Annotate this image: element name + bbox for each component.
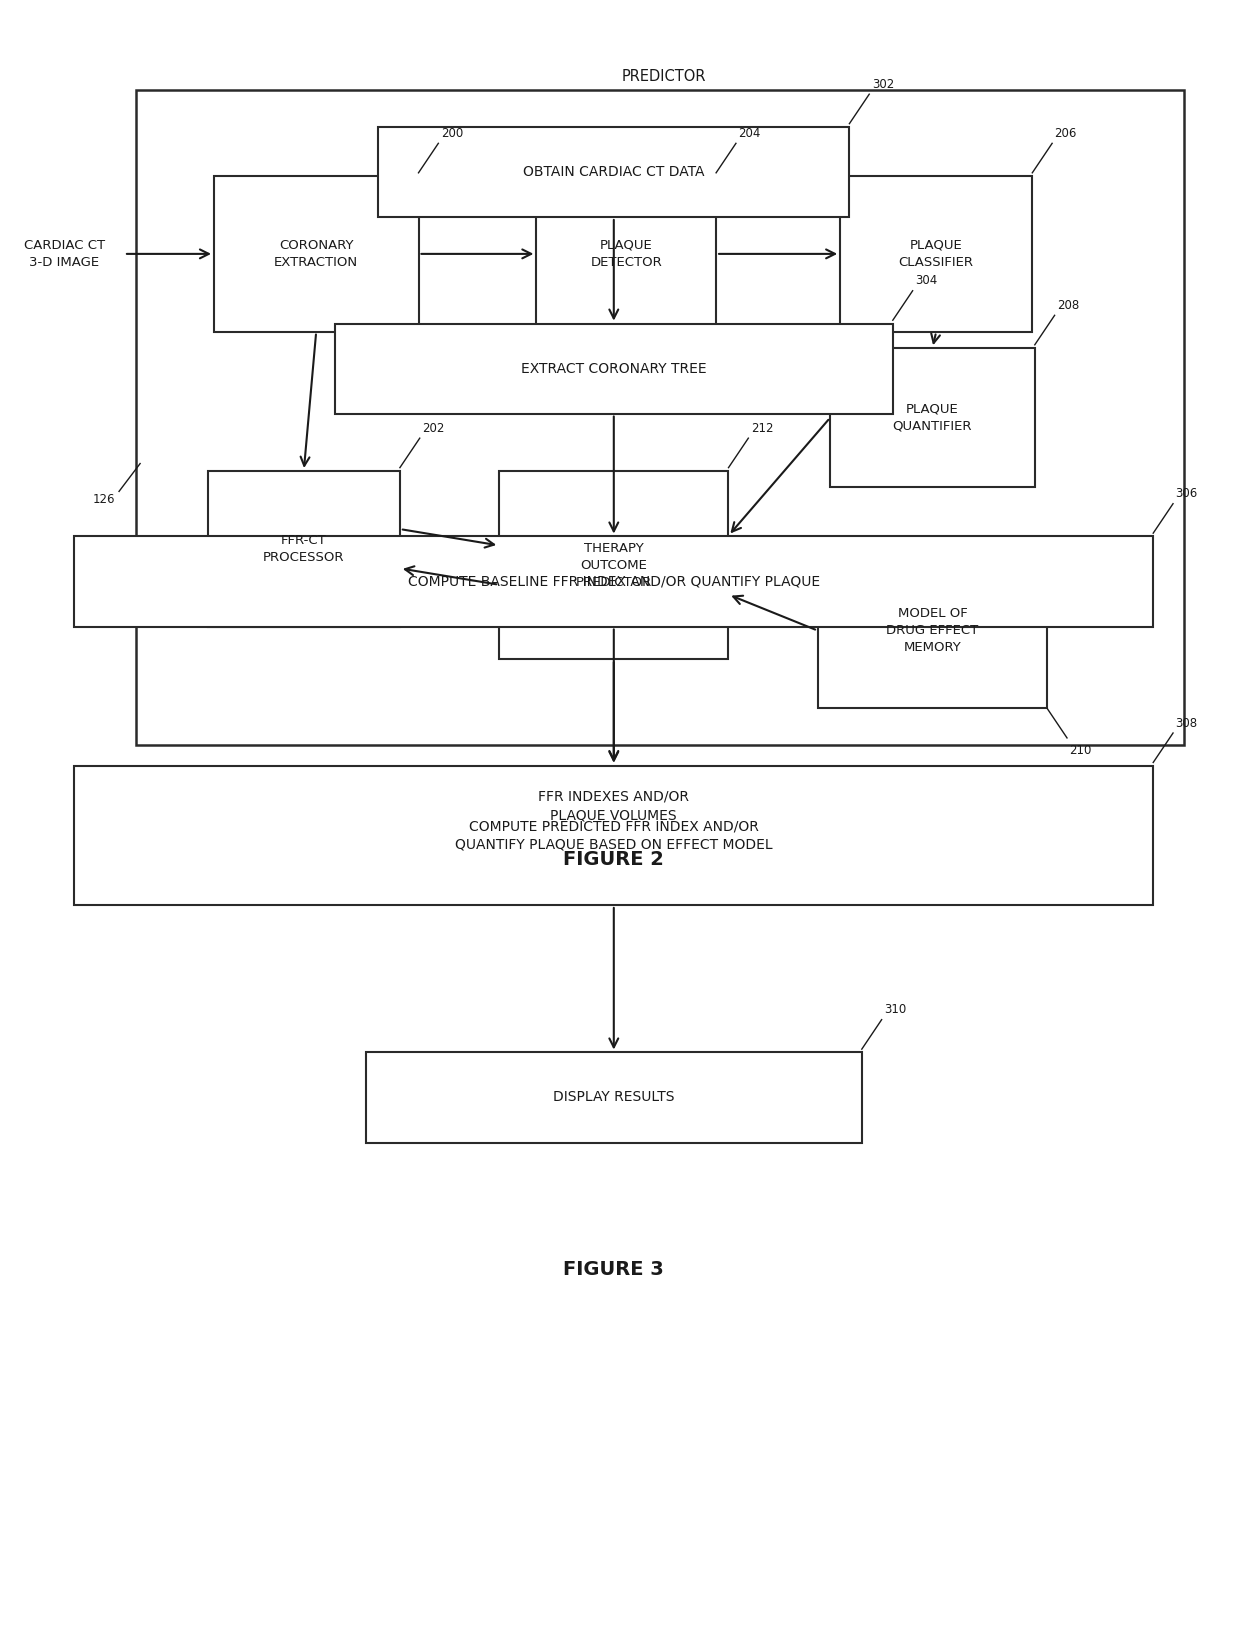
Text: PLAQUE
DETECTOR: PLAQUE DETECTOR	[590, 239, 662, 269]
FancyBboxPatch shape	[207, 472, 399, 626]
Text: CORONARY
EXTRACTION: CORONARY EXTRACTION	[274, 239, 358, 269]
Text: EXTRACT CORONARY TREE: EXTRACT CORONARY TREE	[521, 362, 707, 375]
Text: 126: 126	[93, 493, 115, 506]
FancyBboxPatch shape	[536, 177, 717, 331]
Text: PLAQUE
CLASSIFIER: PLAQUE CLASSIFIER	[899, 239, 973, 269]
Text: 200: 200	[441, 128, 463, 141]
FancyBboxPatch shape	[213, 177, 419, 331]
Text: 302: 302	[872, 79, 894, 90]
Text: 210: 210	[1069, 744, 1092, 757]
Text: CARDIAC CT
3-D IMAGE: CARDIAC CT 3-D IMAGE	[24, 239, 105, 269]
Text: 306: 306	[1176, 488, 1198, 500]
Text: 310: 310	[884, 1004, 906, 1016]
Text: FIGURE 3: FIGURE 3	[563, 1260, 665, 1279]
Text: FFR INDEXES AND/OR
PLAQUE VOLUMES: FFR INDEXES AND/OR PLAQUE VOLUMES	[538, 790, 689, 822]
FancyBboxPatch shape	[498, 472, 728, 658]
Text: 206: 206	[1055, 128, 1078, 141]
FancyBboxPatch shape	[335, 323, 893, 413]
Text: PREDICTOR: PREDICTOR	[621, 69, 706, 85]
FancyBboxPatch shape	[831, 349, 1034, 488]
Text: 304: 304	[915, 275, 937, 288]
Text: 208: 208	[1058, 300, 1079, 311]
Text: COMPUTE PREDICTED FFR INDEX AND/OR
QUANTIFY PLAQUE BASED ON EFFECT MODEL: COMPUTE PREDICTED FFR INDEX AND/OR QUANT…	[455, 819, 773, 852]
FancyBboxPatch shape	[74, 537, 1153, 626]
FancyBboxPatch shape	[818, 554, 1047, 708]
FancyBboxPatch shape	[366, 1053, 862, 1143]
Text: 202: 202	[422, 423, 445, 434]
Text: DISPLAY RESULTS: DISPLAY RESULTS	[553, 1091, 675, 1104]
Text: 212: 212	[751, 423, 774, 434]
FancyBboxPatch shape	[378, 128, 849, 216]
Text: THERAPY
OUTCOME
PREDICTOR: THERAPY OUTCOME PREDICTOR	[575, 542, 652, 588]
Text: FFR-CT
PROCESSOR: FFR-CT PROCESSOR	[263, 534, 345, 563]
FancyBboxPatch shape	[841, 177, 1032, 331]
Text: 204: 204	[739, 128, 761, 141]
Text: PLAQUE
QUANTIFIER: PLAQUE QUANTIFIER	[893, 403, 972, 432]
Text: OBTAIN CARDIAC CT DATA: OBTAIN CARDIAC CT DATA	[523, 165, 704, 179]
Text: MODEL OF
DRUG EFFECT
MEMORY: MODEL OF DRUG EFFECT MEMORY	[887, 608, 978, 654]
Text: COMPUTE BASELINE FFR INDEX AND/OR QUANTIFY PLAQUE: COMPUTE BASELINE FFR INDEX AND/OR QUANTI…	[408, 575, 820, 588]
Text: 308: 308	[1176, 717, 1198, 731]
Text: FIGURE 2: FIGURE 2	[563, 850, 665, 870]
FancyBboxPatch shape	[74, 767, 1153, 904]
